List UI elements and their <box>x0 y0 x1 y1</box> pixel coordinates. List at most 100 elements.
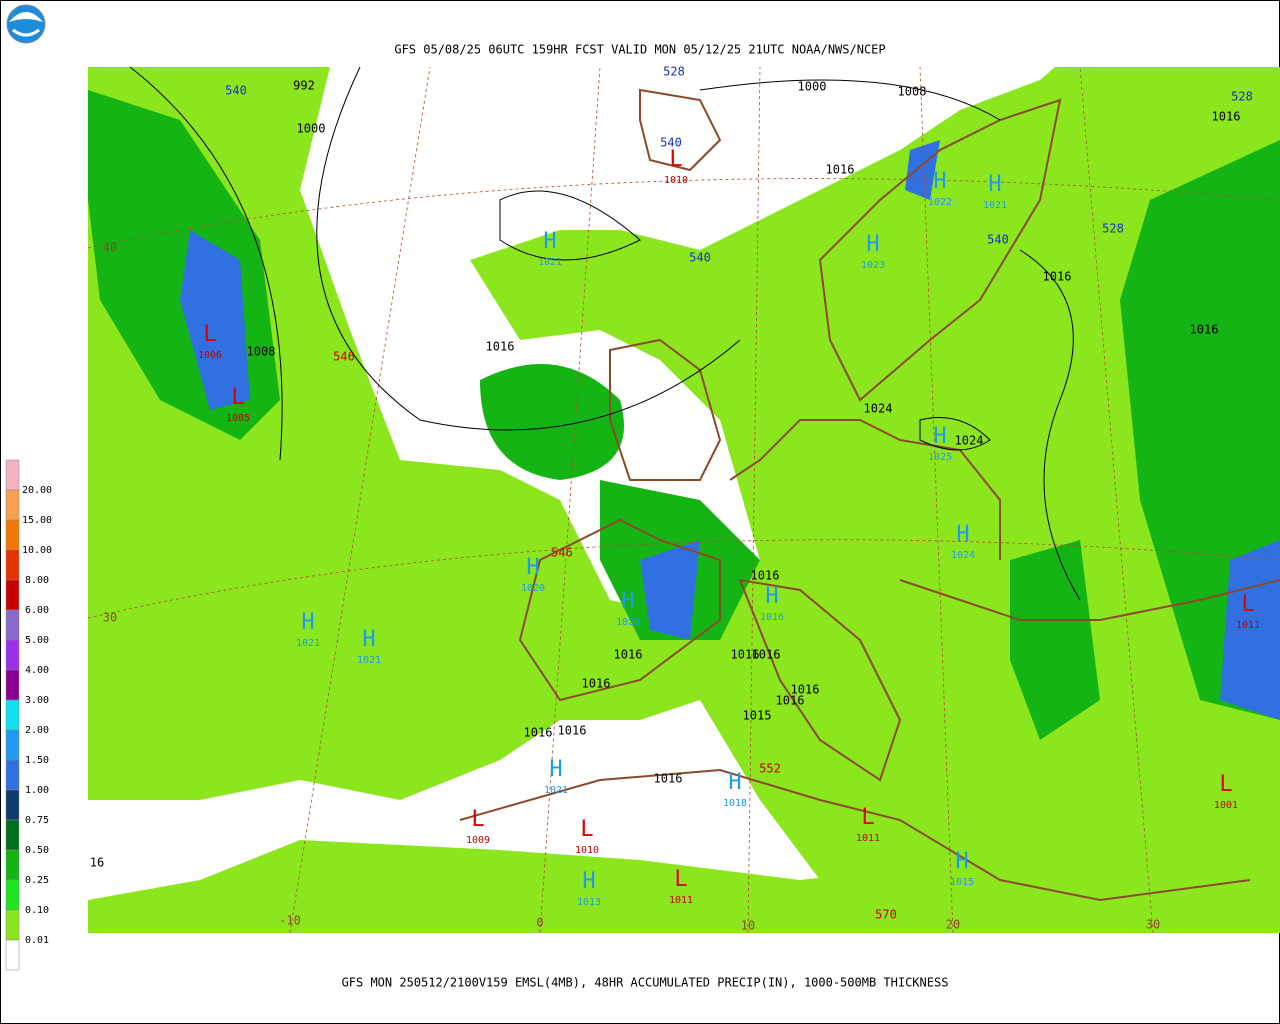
legend-swatch <box>5 699 20 731</box>
pressure-value: 1009 <box>466 835 490 846</box>
grid-label: 40 <box>103 241 117 255</box>
legend-label: 15.00 <box>22 515 52 526</box>
legend-label: 1.50 <box>25 755 49 766</box>
pressure-center: H <box>526 555 539 580</box>
map-labels: H 1021 L 1006 L 1005 L 1010 H 1023 H 1022 H 1021 H 1025… <box>90 65 1260 933</box>
isobar-label: 1016 <box>731 648 760 662</box>
grid-label: 30 <box>103 611 117 625</box>
pressure-center: H <box>955 849 968 874</box>
grid-label: 0 <box>536 916 543 930</box>
thickness-label: 528 <box>1102 222 1124 236</box>
legend-swatch <box>5 609 20 641</box>
legend-swatch <box>5 519 20 551</box>
isobar-label: 992 <box>293 79 315 93</box>
legend-label: 20.00 <box>22 485 52 496</box>
pressure-center: L <box>674 867 687 892</box>
isobar-label: 1016 <box>1212 110 1241 124</box>
pressure-center: H <box>621 589 634 614</box>
legend-swatch <box>5 879 20 911</box>
pressure-value: 1018 <box>723 798 747 809</box>
isobar-label: 1000 <box>798 80 827 94</box>
isobar-label: 1016 <box>826 163 855 177</box>
isobar-label: 1024 <box>955 434 984 448</box>
legend-label: 10.00 <box>22 545 52 556</box>
isobar-label: 1016 <box>486 340 515 354</box>
pressure-center: L <box>1219 772 1232 797</box>
precip-field <box>88 67 1280 933</box>
isobars <box>129 66 1081 601</box>
legend-label: 4.00 <box>25 665 49 676</box>
legend-label: 2.00 <box>25 725 49 736</box>
pressure-center: H <box>956 522 969 547</box>
legend-swatch <box>5 849 20 881</box>
legend-swatch <box>5 789 20 821</box>
legend-label: 0.10 <box>25 905 49 916</box>
map-title: GFS 05/08/25 06UTC 159HR FCST VALID MON … <box>394 43 885 57</box>
thickness-label: 540 <box>660 136 682 150</box>
legend-label: 8.00 <box>25 575 49 586</box>
legend-swatch <box>5 459 20 491</box>
legend-label: 0.01 <box>25 935 49 946</box>
pressure-value: 1020 <box>616 617 640 628</box>
pressure-center: H <box>933 424 946 449</box>
pressure-value: 1025 <box>928 452 952 463</box>
pressure-center: L <box>861 805 874 830</box>
isobar-label: 1016 <box>524 726 553 740</box>
grid-label: 20 <box>946 918 960 932</box>
legend-swatch <box>5 909 20 941</box>
legend-swatch <box>5 759 20 791</box>
isobar-label: 1016 <box>654 772 683 786</box>
pressure-value: 1006 <box>198 350 222 361</box>
legend-swatch <box>5 669 20 701</box>
thickness-label: 540 <box>689 251 711 265</box>
legend-swatch <box>5 489 20 521</box>
legend-swatch <box>5 549 20 581</box>
legend-label: 6.00 <box>25 605 49 616</box>
pressure-center: H <box>301 610 314 635</box>
pressure-center: L <box>231 385 244 410</box>
pressure-center: L <box>669 147 682 172</box>
legend-label: 0.25 <box>25 875 49 886</box>
pressure-value: 1013 <box>577 897 601 908</box>
pressure-value: 1015 <box>950 877 974 888</box>
pressure-center: L <box>203 322 216 347</box>
isobar-label: 1016 <box>1190 323 1219 337</box>
isobar-label: 1016 <box>791 683 820 697</box>
pressure-value: 1020 <box>521 583 545 594</box>
isobar-label: 1024 <box>864 402 893 416</box>
coastlines <box>459 88 1280 902</box>
noaa-logo <box>6 4 46 44</box>
legend-label: 3.00 <box>25 695 49 706</box>
thickness-label: 528 <box>1231 90 1253 104</box>
pressure-value: 1011 <box>669 895 693 906</box>
pressure-value: 1021 <box>983 200 1007 211</box>
thickness-label: 570 <box>875 908 897 922</box>
grid-lines <box>87 66 1280 934</box>
legend: 20.00 15.00 10.00 8.00 6.00 5.00 4.00 3.00 2.00 1… <box>5 459 52 971</box>
pressure-value: 1021 <box>538 257 562 268</box>
pressure-center: H <box>988 172 1001 197</box>
grid-label: 30 <box>1146 918 1160 932</box>
legend-swatch <box>5 819 20 851</box>
pressure-center: H <box>933 169 946 194</box>
isobar-label: 1008 <box>247 345 276 359</box>
pressure-center: H <box>543 229 556 254</box>
grid-label: 10 <box>741 919 755 933</box>
pressure-center: H <box>582 869 595 894</box>
pressure-value: 1023 <box>861 260 885 271</box>
pressure-value: 1022 <box>928 197 952 208</box>
pressure-value: 1001 <box>1214 800 1238 811</box>
thickness-label: 552 <box>759 762 781 776</box>
pressure-value: 1010 <box>575 845 599 856</box>
pressure-center: L <box>580 817 593 842</box>
legend-label: 0.50 <box>25 845 49 856</box>
thickness-label: 546 <box>333 350 355 364</box>
isobar-label: 1016 <box>614 648 643 662</box>
isobar-label: 1015 <box>743 709 772 723</box>
isobar-label: 16 <box>90 856 104 870</box>
map-caption: GFS MON 250512/2100V159 EMSL(4MB), 48HR … <box>342 976 949 990</box>
thickness-label: 528 <box>663 65 685 79</box>
isobar-label: 1008 <box>898 85 927 99</box>
legend-swatch <box>5 579 20 611</box>
